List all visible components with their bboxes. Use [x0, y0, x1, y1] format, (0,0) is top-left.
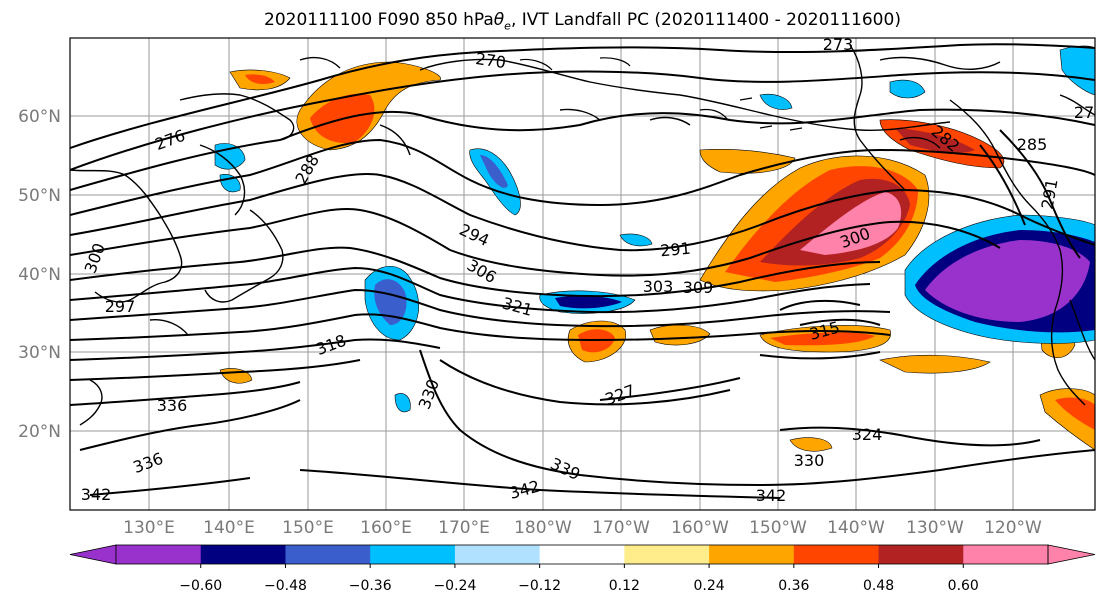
contour-label: 342: [756, 486, 787, 505]
lon-tick-label: 140°E: [203, 518, 255, 538]
lon-tick-label: 150°W: [749, 518, 807, 538]
colorbar-extend-low: [69, 544, 117, 565]
map-plot-area: [70, 38, 1095, 510]
lon-tick-label: 170°W: [592, 518, 650, 538]
contour-label: 270: [474, 49, 507, 72]
lat-tick-label: 40°N: [18, 265, 61, 285]
colorbar-segment: [200, 545, 286, 564]
contour-label: 324: [852, 425, 883, 444]
theta-e-contours: [70, 43, 1095, 499]
contour-label: 309: [683, 278, 714, 297]
title-theta-subscript: e: [504, 19, 511, 33]
colorbar-tick-label: −0.36: [349, 578, 392, 594]
colorbar-segment: [963, 545, 1049, 564]
contour-label: 336: [157, 396, 188, 415]
colorbar-tick-label: −0.48: [264, 578, 307, 594]
map-frame: [69, 37, 1096, 511]
positive-anomaly-gulf-of-alaska: [699, 119, 1005, 292]
colorbar-segment: [370, 545, 456, 564]
colorbar-segment: [116, 545, 202, 564]
colorbar-segment: [793, 545, 880, 564]
figure-title: 2020111100 F090 850 hPa θe, IVT Landfall…: [0, 10, 1105, 32]
colorbar-extend-high: [1047, 544, 1096, 565]
lat-tick-label: 30°N: [18, 343, 61, 363]
contour-label: 285: [1017, 135, 1048, 154]
colorbar-tick-label: 0.36: [778, 578, 809, 594]
alaska-islands: [519, 57, 803, 131]
contour-label: 330: [794, 451, 825, 470]
colorbar-outline: [115, 544, 1049, 565]
colorbar-tick-label: 0.24: [694, 578, 725, 594]
colorbar-segment: [539, 545, 625, 564]
colorbar-segment: [878, 545, 964, 564]
lon-tick-label: 120°W: [984, 518, 1042, 538]
colorbar-tick-label: −0.12: [518, 578, 561, 594]
lon-tick-label: 130°E: [123, 518, 175, 538]
title-suffix: , IVT Landfall PC (2020111400 - 20201116…: [510, 10, 901, 30]
contour-label: 291: [659, 239, 691, 261]
lon-tick-label: 170°E: [438, 518, 490, 538]
colorbar: [69, 544, 1096, 565]
coastlines: [70, 44, 1095, 426]
contour-label: 27: [1074, 103, 1094, 122]
negative-anomaly-subtropical-pacific: [214, 143, 653, 413]
latitude-labels: 60°N 50°N 40°N 30°N 20°N: [18, 107, 61, 442]
colorbar-tick-label: −0.60: [179, 578, 222, 594]
lon-tick-label: 150°E: [282, 518, 334, 538]
colorbar-tick-label: 0.48: [863, 578, 894, 594]
lon-tick-label: 160°W: [671, 518, 729, 538]
contour-label: 297: [105, 297, 136, 316]
title-theta-symbol: θ: [493, 10, 505, 30]
lon-tick-label: 160°E: [360, 518, 412, 538]
contour-label: 303: [643, 277, 674, 296]
colorbar-tick-label: 0.60: [948, 578, 979, 594]
colorbar-segment: [454, 545, 541, 564]
lat-tick-label: 20°N: [18, 422, 61, 442]
title-prefix: 2020111100 F090 850 hPa: [264, 10, 494, 30]
colorbar-tick-label: −0.24: [433, 578, 476, 594]
colorbar-tick-label: 0.12: [609, 578, 640, 594]
lon-tick-label: 140°W: [827, 518, 885, 538]
colorbar-tick-labels: −0.60 −0.48 −0.36 −0.24 −0.12 0.12 0.24 0.36 0.4…: [179, 564, 979, 594]
lat-tick-label: 60°N: [18, 107, 61, 127]
colorbar-segment: [285, 545, 371, 564]
contour-label: 342: [81, 485, 112, 504]
lon-tick-label: 180°W: [514, 518, 572, 538]
colorbar-segment: [709, 545, 795, 564]
contour-label: 273: [823, 35, 854, 54]
lat-tick-label: 50°N: [18, 186, 61, 206]
lon-tick-label: 130°W: [906, 518, 964, 538]
longitude-labels: 130°E 140°E 150°E 160°E 170°E 180°W 170°W 160°W…: [123, 518, 1042, 538]
negative-anomaly-us-west-coast: [759, 45, 1095, 344]
colorbar-segment: [624, 545, 710, 564]
